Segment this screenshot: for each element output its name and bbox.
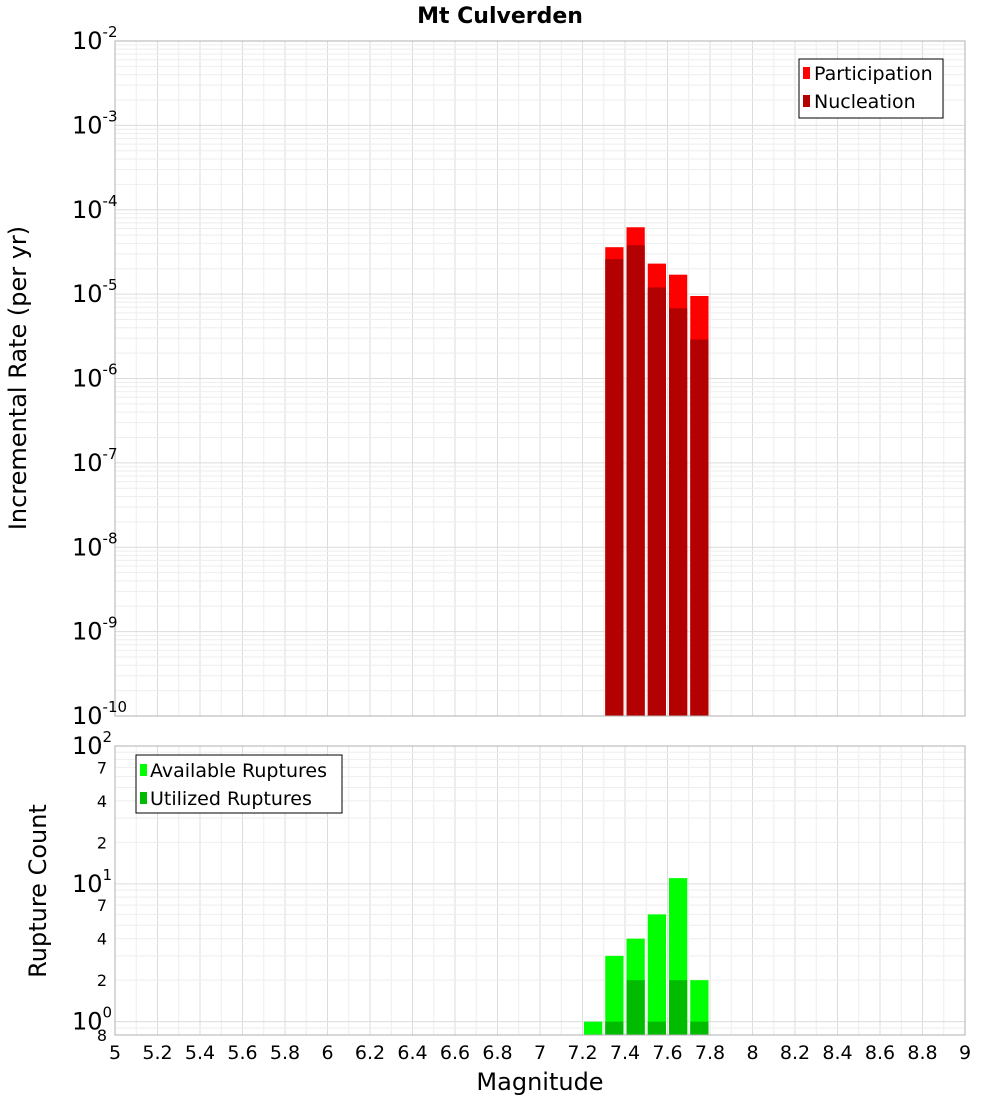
- nucleation-bar: [647, 287, 666, 716]
- bottom-plot-frame: [114, 745, 966, 1036]
- utilized-ruptures-bar: [626, 980, 645, 1035]
- bottom-legend-box: [135, 754, 343, 814]
- x-axis-label: Magnitude: [476, 1068, 603, 1096]
- nucleation-bar: [605, 259, 624, 716]
- x-tick-label: 5.2: [142, 1042, 172, 1064]
- x-tick-label: 5: [109, 1042, 121, 1064]
- bottom-y-minor-tick-label: 7: [97, 758, 107, 777]
- x-tick-label: 5.8: [270, 1042, 300, 1064]
- x-tick-label: 6.6: [440, 1042, 470, 1064]
- top-chart-grid: [115, 41, 966, 716]
- x-tick-label: 9: [959, 1042, 971, 1064]
- top-y-tick-label: 10-8: [72, 529, 118, 561]
- utilized-ruptures-bar: [605, 1021, 624, 1035]
- top-y-tick-label: 10-3: [72, 107, 118, 139]
- legend-label-participation: Participation: [814, 63, 933, 85]
- legend-label-available-ruptures: Available Ruptures: [150, 760, 327, 782]
- legend-label-utilized-ruptures: Utilized Ruptures: [150, 788, 312, 810]
- bottom-y-minor-tick-label: 4: [97, 930, 107, 949]
- top-y-tick-label: 10-10: [72, 698, 127, 730]
- x-tick-label: 7.4: [610, 1042, 640, 1064]
- top-y-tick-label: 10-6: [72, 361, 118, 393]
- bottom-y-major-tick-label: 101: [72, 866, 112, 898]
- bottom-y-minor-tick-label: 8: [97, 1026, 107, 1045]
- top-legend-box: [798, 58, 944, 119]
- bottom-y-minor-tick-label: 2: [97, 833, 107, 852]
- top-y-tick-label: 10-2: [72, 23, 118, 55]
- bottom-y-tick-labels: 100 101 102 8 2 4 7 2 4 7: [72, 728, 112, 1045]
- legend-label-nucleation: Nucleation: [814, 91, 916, 113]
- top-y-tick-label: 10-5: [72, 276, 118, 308]
- top-legend: Participation Nucleation: [798, 58, 944, 119]
- bottom-y-axis-label: Rupture Count: [24, 804, 52, 978]
- nucleation-bar: [669, 308, 688, 716]
- x-tick-label: 8.4: [822, 1042, 852, 1064]
- x-tick-label: 5.6: [227, 1042, 257, 1064]
- utilized-ruptures-bar: [690, 1021, 709, 1035]
- bottom-y-minor-tick-label: 4: [97, 792, 107, 811]
- bottom-chart-bars: [584, 878, 709, 1035]
- top-y-axis-label: Incremental Rate (per yr): [4, 226, 32, 530]
- top-y-tick-label: 10-9: [72, 614, 118, 646]
- top-y-tick-label: 10-4: [72, 192, 118, 224]
- x-tick-label: 6.8: [482, 1042, 512, 1064]
- bottom-y-minor-tick-label: 7: [97, 896, 107, 915]
- bottom-y-minor-tick-label: 2: [97, 971, 107, 990]
- x-tick-label: 5.4: [185, 1042, 215, 1064]
- x-tick-label: 7.2: [567, 1042, 597, 1064]
- x-tick-label: 7.8: [695, 1042, 725, 1064]
- bottom-y-major-tick-label: 102: [72, 728, 112, 760]
- x-tick-label: 7: [534, 1042, 546, 1064]
- utilized-ruptures-bar: [669, 980, 688, 1035]
- top-plot-frame: [114, 40, 966, 717]
- bottom-legend: Available Ruptures Utilized Ruptures: [135, 754, 343, 814]
- x-tick-labels: 5 5.2 5.4 5.6 5.8 6 6.2 6.4 6.6 6.8 7 7.2 7.4 7.6 7.8 8…: [109, 1042, 971, 1064]
- bottom-chart-grid: [115, 746, 966, 1035]
- top-y-tick-labels: 10-10 10-9 10-8 10-7 10-6 10-5 10-4 10-3 10-2: [72, 23, 127, 730]
- available-ruptures-bar: [690, 980, 709, 1035]
- x-tick-label: 6.4: [397, 1042, 427, 1064]
- available-ruptures-bar: [605, 955, 624, 1035]
- legend-swatch-utilized-ruptures: [140, 792, 147, 804]
- legend-swatch-nucleation: [803, 95, 810, 107]
- top-chart-bars: [605, 227, 709, 717]
- x-tick-label: 8.6: [865, 1042, 895, 1064]
- legend-swatch-participation: [803, 67, 810, 79]
- x-tick-label: 8.8: [907, 1042, 937, 1064]
- legend-swatch-available-ruptures: [140, 764, 147, 776]
- x-tick-label: 6.2: [355, 1042, 385, 1064]
- x-tick-label: 8: [746, 1042, 758, 1064]
- available-ruptures-bar: [584, 1021, 603, 1035]
- top-y-tick-label: 10-7: [72, 445, 118, 477]
- x-tick-label: 6: [321, 1042, 333, 1064]
- nucleation-bar: [690, 339, 709, 716]
- x-tick-label: 8.2: [780, 1042, 810, 1064]
- bottom-y-major-tick-label: 100: [72, 1004, 112, 1036]
- nucleation-bar: [626, 245, 645, 717]
- chart-title: Mt Culverden: [417, 4, 583, 29]
- available-ruptures-bar: [647, 914, 666, 1035]
- x-tick-label: 7.6: [652, 1042, 682, 1064]
- utilized-ruptures-bar: [647, 1021, 666, 1035]
